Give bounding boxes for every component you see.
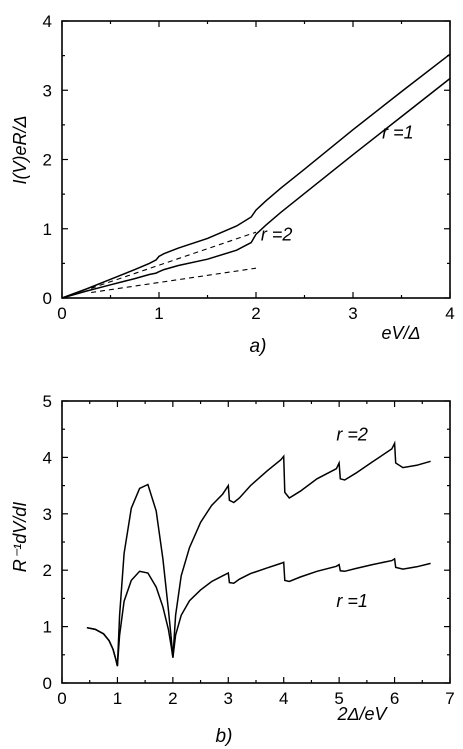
chart-a-xtick-label: 0 <box>57 304 66 323</box>
chart-b: 0 1 2 3 4 5 6 7 0 1 2 3 4 5 r =2 r =1 <box>43 392 455 708</box>
chart-b-frame <box>61 400 451 684</box>
chart-a-series-2 <box>61 77 451 299</box>
chart-b-ytick-label: 3 <box>43 505 52 524</box>
chart-a-xlabel: eV/Δ <box>381 323 420 343</box>
chart-b-xtick-label: 4 <box>279 689 288 708</box>
chart-b-xtick-label: 1 <box>113 689 122 708</box>
chart-a-series-3-dashed <box>90 231 257 289</box>
chart-b-xtick-label: 3 <box>224 689 233 708</box>
chart-a-xtick-label: 4 <box>445 304 454 323</box>
chart-a-ytick-label: 1 <box>43 220 52 239</box>
chart-b-ytick-label: 4 <box>43 448 52 467</box>
chart-a-ytick-label: 3 <box>43 81 52 100</box>
chart-b-annotation: r =1 <box>336 591 368 611</box>
chart-a-series-4-dashed <box>91 267 257 294</box>
chart-b-ylabel: R⁻¹dV/dI <box>10 502 30 573</box>
chart-a-annotation: r =1 <box>382 123 414 143</box>
chart-b-ytick-label: 5 <box>43 392 52 411</box>
chart-a-series-1 <box>61 53 451 299</box>
chart-b-xtick-label: 5 <box>334 689 343 708</box>
chart-b-panel-label: b) <box>216 726 233 747</box>
chart-b-xtick-label: 0 <box>57 689 66 708</box>
chart-b-xlabel: 2Δ/eV <box>336 704 388 724</box>
chart-b-series-1 <box>86 557 431 667</box>
chart-a-ylabel: I(V)eR/Δ <box>10 115 30 184</box>
chart-b-xtick-label: 6 <box>390 689 399 708</box>
chart-a-panel-label: a) <box>250 336 267 357</box>
chart-a-ytick-label: 4 <box>43 12 52 31</box>
chart-a-xtick-label: 2 <box>251 304 260 323</box>
chart-b-series-2 <box>86 440 431 667</box>
chart-a-xtick-label: 3 <box>348 304 357 323</box>
chart-a: 0 1 2 3 4 0 1 2 3 4 r =1 r =2 <box>43 12 455 323</box>
chart-b-ytick-label: 2 <box>43 561 52 580</box>
chart-a-xtick-label: 1 <box>154 304 163 323</box>
chart-a-ytick-label: 0 <box>43 289 52 308</box>
chart-a-annotation: r =2 <box>261 225 293 245</box>
chart-a-ytick-label: 2 <box>43 151 52 170</box>
chart-b-ytick-label: 0 <box>43 674 52 693</box>
chart-b-ytick-label: 1 <box>43 618 52 637</box>
chart-b-xtick-label: 7 <box>445 689 454 708</box>
chart-a-frame <box>61 20 451 299</box>
chart-b-annotation: r =2 <box>336 424 368 444</box>
chart-b-xtick-label: 2 <box>168 689 177 708</box>
